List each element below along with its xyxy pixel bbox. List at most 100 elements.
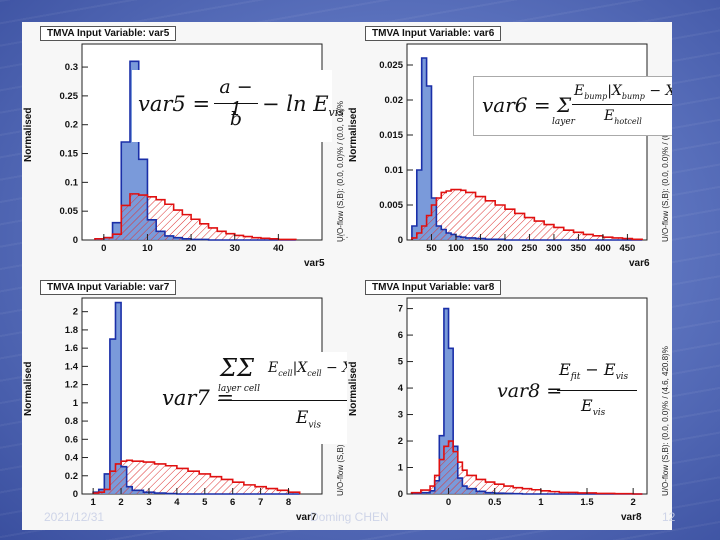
x-tick-label: 6: [230, 497, 235, 508]
formula-var6: var6 = Σ layer Ebump|Xbump − XC| Ehotcel…: [473, 76, 672, 136]
uoflow-label-var5: U/O-flow (S,B): (0.0, 0.0)% / (0.0, 0.0)…: [336, 101, 345, 242]
formula-var6-bar: [572, 104, 672, 105]
y-tick-label: 0.01: [385, 165, 404, 176]
background-hatch: [411, 189, 643, 240]
formula-var8-den: Evis: [581, 396, 606, 419]
y-tick-label: 0.15: [60, 149, 79, 160]
formula-var7-num: Ecell|Xcell − XC|: [268, 360, 347, 378]
x-tick-label: 40: [273, 243, 284, 254]
y-tick-label: 0: [398, 489, 403, 500]
x-tick-label: 30: [229, 243, 240, 254]
formula-var5-lhs: var5 =: [138, 92, 211, 116]
background-hatch: [95, 193, 296, 240]
x-tick-label: 50: [426, 243, 437, 254]
formula-var5: var5 = a − 1 b − ln Evis: [132, 70, 344, 142]
y-tick-label: 0.2: [65, 120, 78, 131]
y-axis-label-var7: Normalised: [23, 361, 34, 416]
formula-var6-lhs: var6 = Σ: [482, 93, 572, 117]
footer-page-number: 12: [662, 510, 676, 524]
y-tick-label: 0.8: [65, 416, 78, 427]
y-axis-label-var5: Normalised: [23, 107, 34, 162]
x-tick-label: 2: [631, 497, 636, 508]
y-tick-label: 0.025: [379, 60, 403, 71]
y-tick-label: 1: [398, 463, 404, 474]
x-tick-label: 400: [595, 243, 611, 254]
background-histogram-line: [92, 459, 301, 494]
y-tick-label: 1.8: [65, 325, 78, 336]
y-tick-label: 1.4: [65, 361, 79, 372]
x-tick-label: 10: [142, 243, 153, 254]
x-tick-label: 4: [174, 497, 180, 508]
y-tick-label: 0.05: [60, 206, 79, 217]
y-tick-label: 0.25: [60, 91, 79, 102]
y-tick-label: 1: [73, 398, 79, 409]
formula-var5-bar: [214, 103, 258, 104]
y-tick-label: 0.3: [65, 62, 78, 73]
x-tick-label: 1: [538, 497, 544, 508]
background-hatch: [411, 441, 643, 494]
y-tick-label: 2: [398, 436, 403, 447]
x-tick-label: 450: [619, 243, 635, 254]
formula-var8-num: Efit − Evis: [559, 360, 629, 383]
x-tick-label: 150: [473, 243, 489, 254]
formula-var7-indices: layer cell: [218, 384, 260, 394]
y-axis-label-var8: Normalised: [348, 361, 359, 416]
y-tick-label: 0: [73, 235, 78, 246]
footer-date: 2021/12/31: [44, 510, 105, 524]
x-tick-label: 7: [258, 497, 263, 508]
formula-var7-den: Evis: [296, 408, 322, 431]
x-tick-label: 1.5: [580, 497, 594, 508]
formula-var8-bar: [557, 390, 637, 391]
y-tick-label: 0.02: [385, 95, 404, 106]
chart-title-var8: TMVA Input Variable: var8: [365, 280, 502, 295]
y-tick-label: 3: [398, 410, 403, 421]
signal-histogram-line: [411, 57, 643, 241]
y-tick-label: 0.4: [65, 453, 79, 464]
x-tick-label: 0: [446, 497, 451, 508]
x-tick-label: 100: [448, 243, 464, 254]
chart-var5-svg: 0 0.05 0.1 0.15 0.2 0.25 0.3 0 10 20 30 40: [60, 43, 323, 254]
y-tick-label: 1.6: [65, 343, 78, 354]
y-axis-label-var6: Normalised: [348, 107, 359, 162]
x-axis-label-var5: var5: [304, 258, 325, 269]
background-histogram-line: [94, 193, 297, 241]
x-tick-label: 5: [202, 497, 208, 508]
formula-var6-sum-index: layer: [552, 117, 575, 127]
uoflow-label-var6: U/O-flow (S,B): (0.0, 0.0)% / (0.0, 0.0)…: [661, 101, 670, 242]
chart-title-var5: TMVA Input Variable: var5: [40, 26, 177, 41]
x-tick-label: 300: [546, 243, 562, 254]
chart-var6-svg: 0 0.005 0.01 0.015 0.02 0.025 50 100 150 200 250 30…: [379, 43, 648, 254]
plot-var6: 0 0.005 0.01 0.015 0.02 0.025 50 100 150 200 250 30…: [347, 22, 672, 276]
plot-var8: 0 1 2 3 4 5 6 7 0 0.5 1 1.5 2 TMVA Input Variable: v…: [347, 276, 672, 530]
x-tick-label: 3: [146, 497, 151, 508]
y-tick-label: 0.015: [379, 130, 403, 141]
signal-histogram-line: [92, 301, 300, 495]
background-histogram-line: [410, 440, 643, 495]
x-tick-label: 20: [186, 243, 197, 254]
x-tick-label: 250: [522, 243, 538, 254]
plot-var7: 0 0.2 0.4 0.6 0.8 1 1.2 1.4 1.6 1.8 2 1 2 3 4 5 6 7 8 TMVA…: [22, 276, 347, 530]
formula-var5-tail: − ln Evis: [262, 92, 344, 120]
formula-var7: var7 = ΣΣ layer cell Ecell|Xcell − XC| E…: [156, 352, 347, 444]
x-tick-label: 350: [570, 243, 586, 254]
x-axis-label-var6: var6: [629, 258, 650, 269]
y-tick-label: 1.2: [65, 380, 78, 391]
y-tick-label: 0: [73, 489, 78, 500]
x-axis-label-var7: var7: [296, 512, 317, 523]
y-tick-label: 0: [398, 235, 403, 246]
x-tick-label: 2: [118, 497, 123, 508]
x-tick-label: 200: [497, 243, 513, 254]
formula-var6-den: Ehotcell: [604, 108, 642, 126]
chart-title-var6: TMVA Input Variable: var6: [365, 26, 502, 41]
cursor-crosshair-icon: ·:·: [339, 232, 349, 243]
x-axis-label-var8: var8: [621, 512, 642, 523]
y-tick-label: 0.2: [65, 471, 78, 482]
x-tick-label: 1: [91, 497, 97, 508]
y-tick-label: 6: [398, 330, 403, 341]
y-tick-label: 7: [398, 304, 403, 315]
background-histogram-line: [411, 188, 643, 241]
x-tick-label: 0: [101, 243, 106, 254]
chart-title-var7: TMVA Input Variable: var7: [40, 280, 177, 295]
formula-var7-sums: ΣΣ: [220, 354, 254, 382]
y-tick-label: 0.005: [379, 200, 403, 211]
